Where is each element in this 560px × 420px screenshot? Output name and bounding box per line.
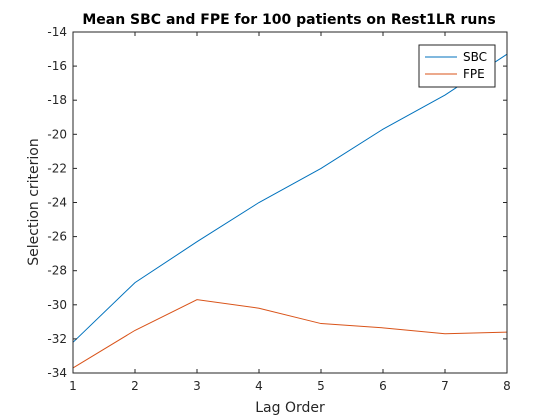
y-tick-label: -24 [47,196,67,210]
series-line-fpe [72,299,508,369]
y-tick-label: -18 [47,93,67,107]
x-tick-label: 8 [503,379,511,393]
y-tick-label: -32 [47,332,67,346]
x-axis-title: Lag Order [255,400,325,416]
series-line-sbc [72,53,508,343]
x-tick-label: 3 [193,379,201,393]
y-tick-label: -34 [47,366,67,380]
axes-layer: 1 2 3 4 5 6 7 8 -34 -32 -30 -28 -26 -24 -22 -20 -18 -16 -1… [47,25,510,393]
y-tick-label: -16 [47,59,67,73]
x-tick-label: 5 [317,379,325,393]
y-tick-label: -26 [47,230,67,244]
y-tick-label: -28 [47,264,67,278]
x-tick-label: 2 [131,379,139,393]
legend-box [418,44,496,88]
x-tick-label: 1 [69,379,77,393]
y-tick-label: -30 [47,298,67,312]
y-tick-label: -14 [47,25,67,39]
series-layer [72,53,508,369]
x-tick-label: 6 [379,379,387,393]
legend: SBC FPE [418,44,496,88]
legend-label-fpe: FPE [463,67,485,81]
x-tick-label: 4 [255,379,263,393]
chart-title: Mean SBC and FPE for 100 patients on Res… [82,12,495,28]
y-tick-label: -20 [47,127,67,141]
legend-label-sbc: SBC [463,50,487,64]
y-tick-label: -22 [47,161,67,175]
y-axis-title: Selection criterion [26,138,42,266]
x-tick-label: 7 [441,379,449,393]
